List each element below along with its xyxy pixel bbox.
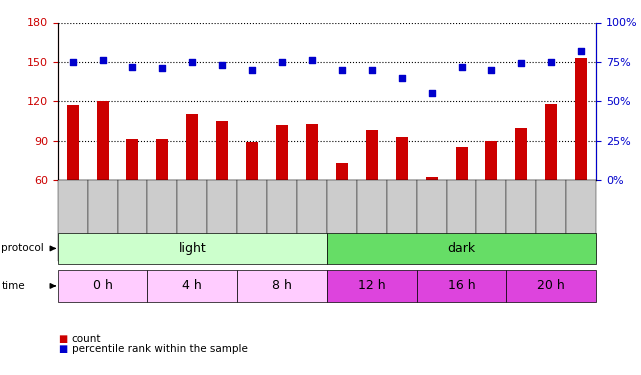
Text: dark: dark xyxy=(447,242,476,255)
Text: protocol: protocol xyxy=(1,243,44,254)
Point xyxy=(426,90,437,96)
Text: count: count xyxy=(72,334,101,344)
Point xyxy=(247,67,257,73)
Text: time: time xyxy=(1,281,25,291)
Point xyxy=(307,57,317,63)
Text: ■: ■ xyxy=(58,344,67,354)
Bar xyxy=(97,101,108,259)
Bar xyxy=(276,125,288,259)
Bar xyxy=(126,140,138,259)
Point xyxy=(217,62,228,68)
Point xyxy=(187,59,197,65)
Point xyxy=(397,75,407,81)
Text: 16 h: 16 h xyxy=(447,279,476,292)
Bar xyxy=(246,142,258,259)
Bar xyxy=(485,141,497,259)
Bar xyxy=(187,114,198,259)
Bar xyxy=(395,137,408,259)
Point xyxy=(576,48,587,54)
Point xyxy=(128,64,138,70)
Point xyxy=(277,59,287,65)
Bar xyxy=(545,104,557,259)
Text: percentile rank within the sample: percentile rank within the sample xyxy=(72,344,247,354)
Bar xyxy=(306,124,318,259)
Text: 20 h: 20 h xyxy=(537,279,565,292)
Bar xyxy=(67,105,79,259)
Point xyxy=(516,60,526,66)
Bar xyxy=(156,140,169,259)
Point xyxy=(367,67,377,73)
Point xyxy=(97,57,108,63)
Bar xyxy=(456,147,467,259)
Bar xyxy=(216,121,228,259)
Bar xyxy=(426,177,438,259)
Bar xyxy=(366,130,378,259)
Text: light: light xyxy=(178,242,206,255)
Point xyxy=(546,59,556,65)
Text: 0 h: 0 h xyxy=(92,279,113,292)
Point xyxy=(337,67,347,73)
Bar xyxy=(515,128,528,259)
Bar xyxy=(336,163,348,259)
Text: 4 h: 4 h xyxy=(183,279,202,292)
Point xyxy=(487,67,497,73)
Point xyxy=(67,59,78,65)
Text: ■: ■ xyxy=(58,334,67,344)
Bar xyxy=(575,58,587,259)
Text: 12 h: 12 h xyxy=(358,279,386,292)
Text: 8 h: 8 h xyxy=(272,279,292,292)
Point xyxy=(456,64,467,70)
Point xyxy=(157,65,167,71)
